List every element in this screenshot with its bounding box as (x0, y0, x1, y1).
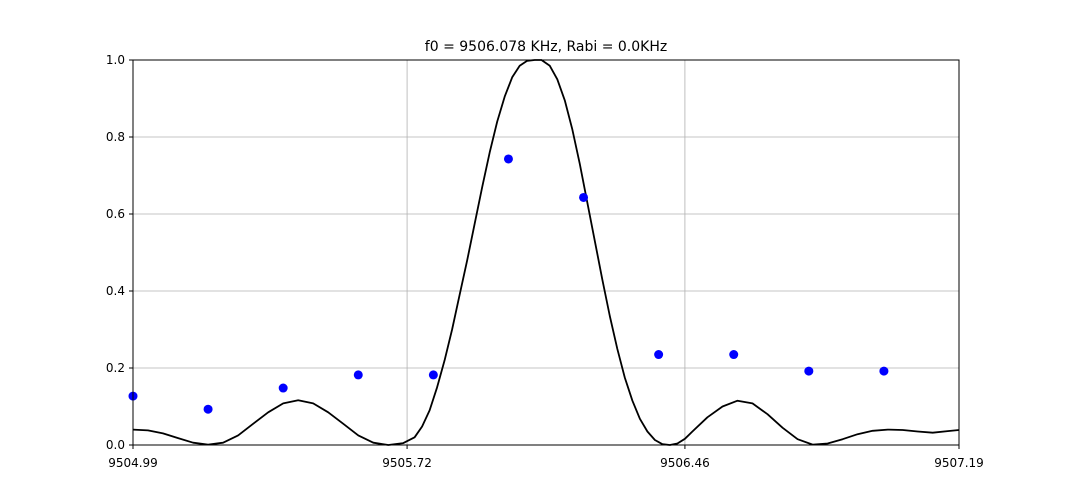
data-point (503, 154, 513, 164)
x-tick-label: 9507.19 (934, 456, 984, 470)
data-point (353, 370, 363, 380)
y-tick-label: 0.0 (106, 438, 125, 452)
x-tick-label: 9504.99 (108, 456, 158, 470)
data-point (428, 370, 438, 380)
data-point (579, 192, 589, 202)
y-tick-label: 1.0 (106, 53, 125, 67)
data-point (729, 350, 739, 360)
data-point (654, 350, 664, 360)
data-point (278, 383, 288, 393)
axis-ticks: 9504.99 9505.72 9506.46 9507.19 0.0 0.2 0.4 0.6… (106, 53, 984, 470)
chart-title: f0 = 9506.078 KHz, Rabi = 0.0KHz (425, 39, 667, 55)
plot-frame (132, 59, 960, 446)
data-point (203, 404, 213, 414)
y-tick-label: 0.4 (106, 284, 125, 298)
data-point (879, 366, 889, 376)
data-point (804, 366, 814, 376)
y-tick-label: 0.6 (106, 207, 125, 221)
fit-curve-line (132, 59, 960, 446)
x-tick-label: 9506.46 (660, 456, 710, 470)
y-tick-label: 0.2 (106, 361, 125, 375)
x-tick-label: 9505.72 (382, 456, 432, 470)
y-tick-label: 0.8 (106, 130, 125, 144)
